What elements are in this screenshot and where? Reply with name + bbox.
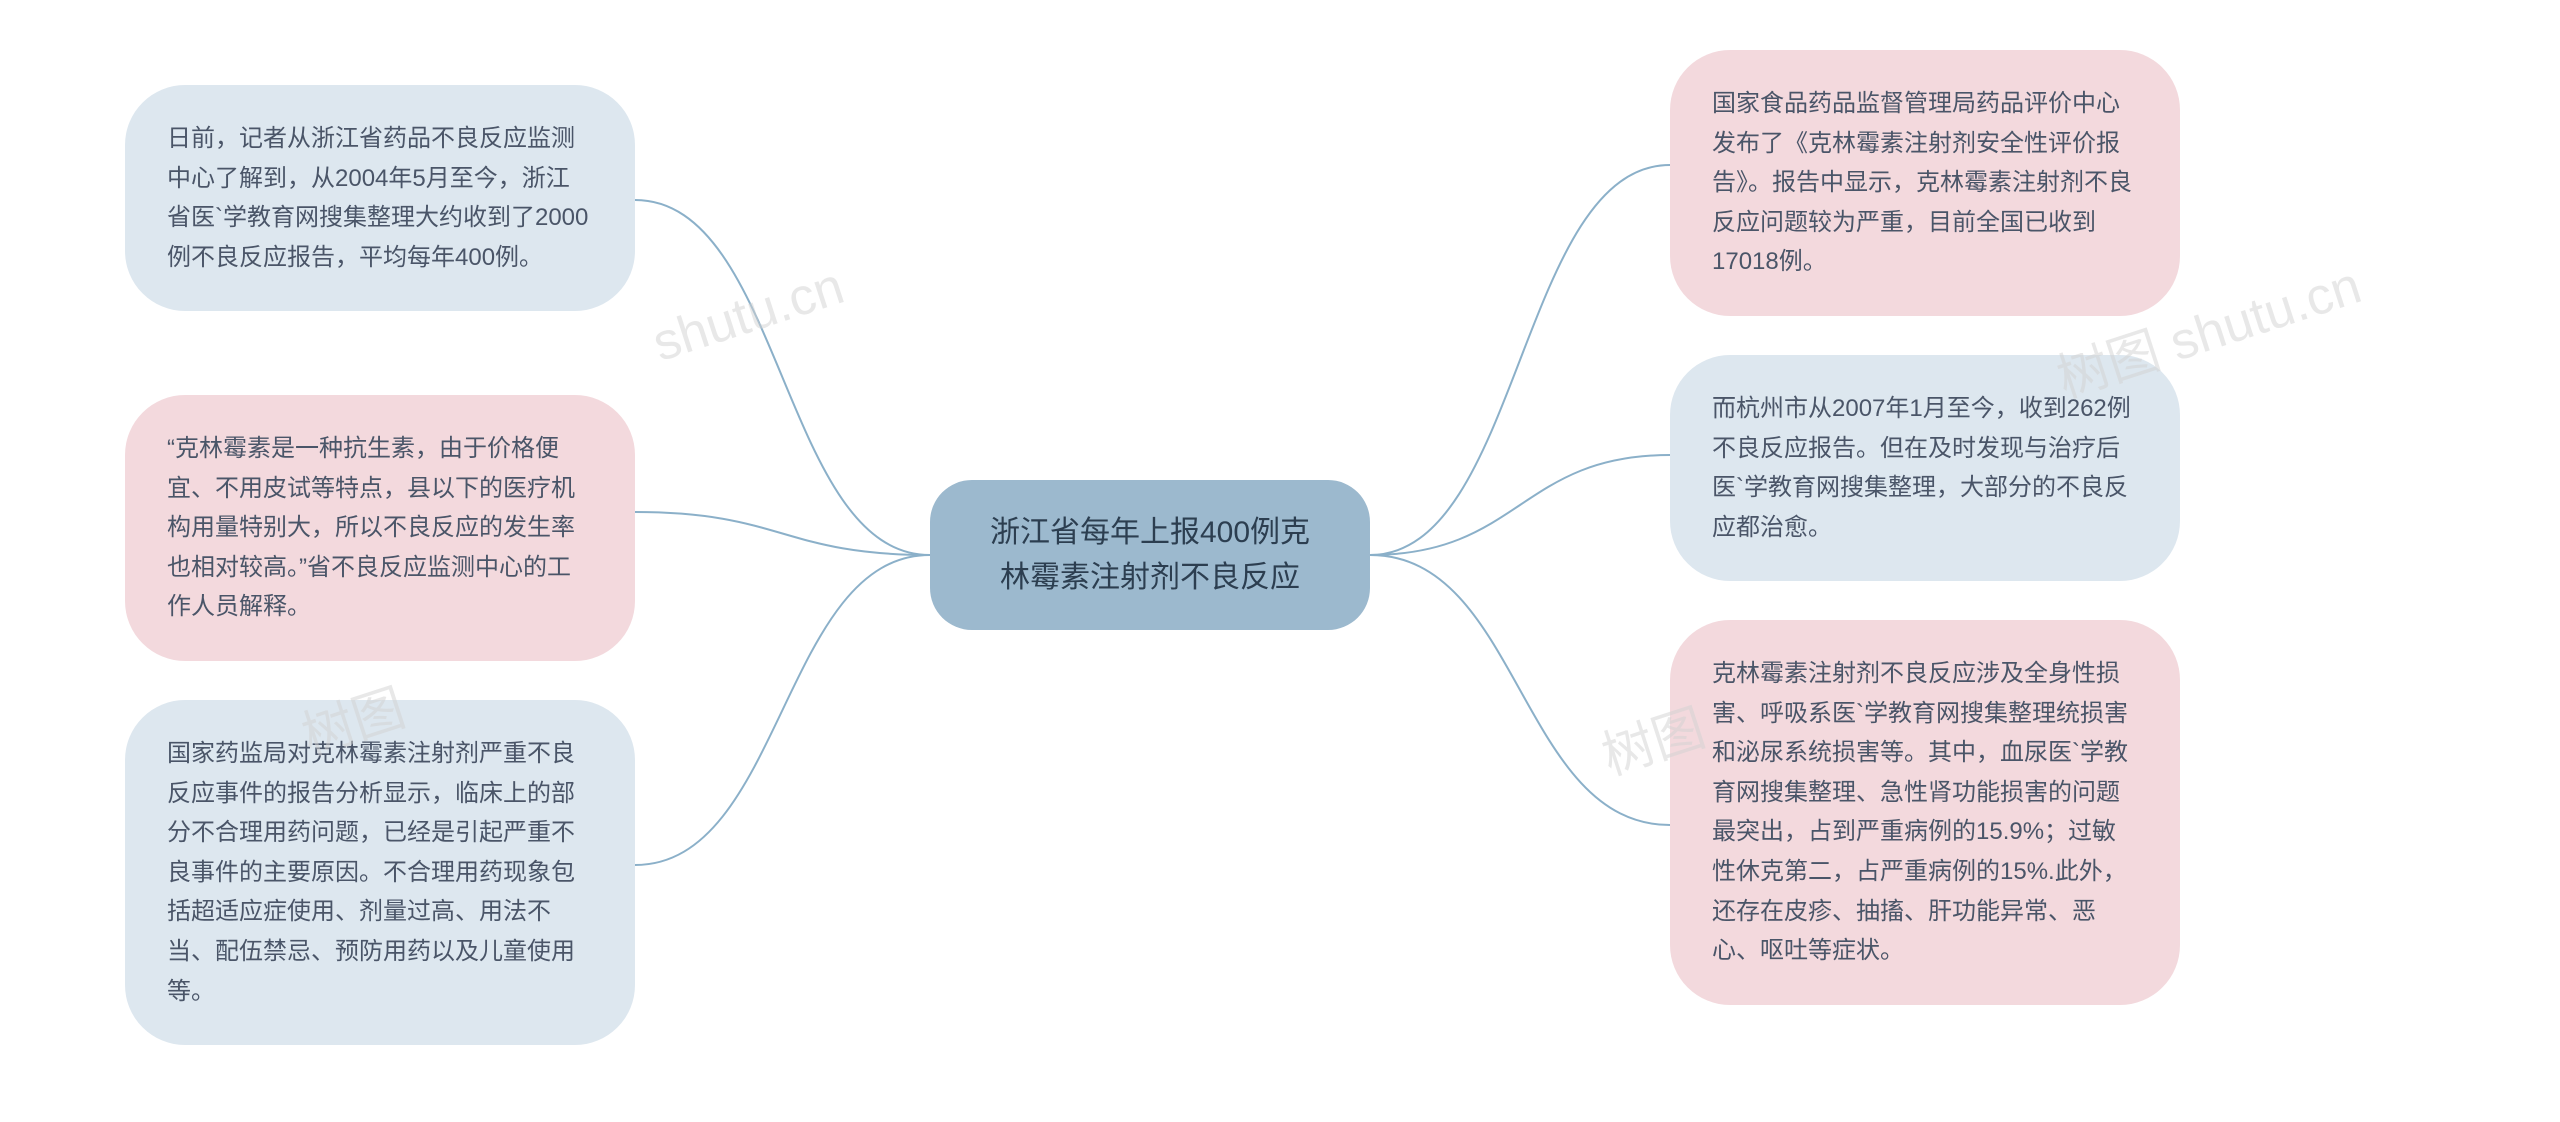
connector-left-top — [635, 200, 930, 555]
leaf-node-right-top: 国家食品药品监督管理局药品评价中心发布了《克林霉素注射剂安全性评价报告》。报告中… — [1670, 50, 2180, 316]
connector-right-bot — [1370, 555, 1670, 825]
watermark-0: shutu.cn — [646, 256, 851, 374]
leaf-node-right-mid: 而杭州市从2007年1月至今，收到262例不良反应报告。但在及时发现与治疗后医`… — [1670, 355, 2180, 581]
center-node: 浙江省每年上报400例克林霉素注射剂不良反应 — [930, 480, 1370, 630]
leaf-node-right-bot: 克林霉素注射剂不良反应涉及全身性损害、呼吸系医`学教育网搜集整理统损害和泌尿系统… — [1670, 620, 2180, 1005]
leaf-node-left-top: 日前，记者从浙江省药品不良反应监测中心了解到，从2004年5月至今，浙江省医`学… — [125, 85, 635, 311]
connector-left-mid — [635, 512, 930, 555]
leaf-node-left-bot: 国家药监局对克林霉素注射剂严重不良反应事件的报告分析显示，临床上的部分不合理用药… — [125, 700, 635, 1045]
connector-left-bot — [635, 555, 930, 865]
connector-right-mid — [1370, 455, 1670, 555]
connector-right-top — [1370, 165, 1670, 555]
leaf-node-left-mid: “克林霉素是一种抗生素，由于价格便宜、不用皮试等特点，县以下的医疗机构用量特别大… — [125, 395, 635, 661]
